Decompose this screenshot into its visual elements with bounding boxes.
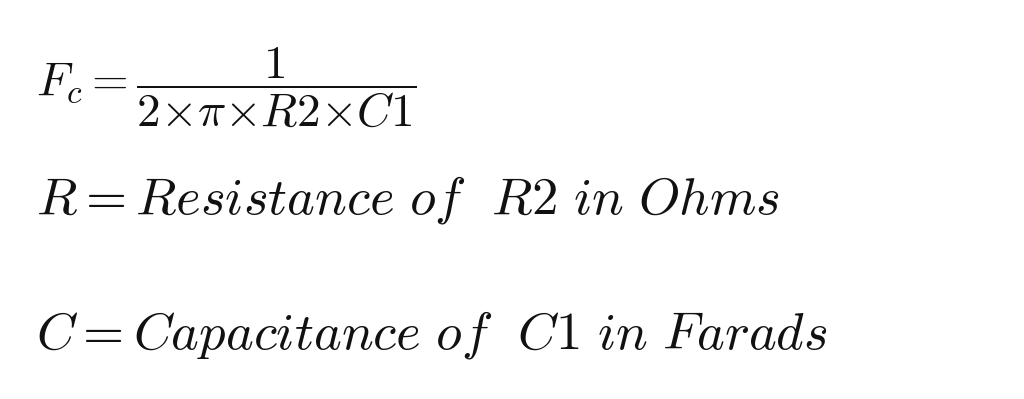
Text: $F_c = \dfrac{1}{2{\times}\pi{\times}R2{\times}C1}$: $F_c = \dfrac{1}{2{\times}\pi{\times}R2{… [36, 46, 416, 130]
Text: $R = Resistance\ of\ \ R2\ in\ Ohms$: $R = Resistance\ of\ \ R2\ in\ Ohms$ [36, 174, 779, 225]
Text: $C = Capacitance\ of\ \ C1\ in\ Farads$: $C = Capacitance\ of\ \ C1\ in\ Farads$ [36, 309, 827, 361]
